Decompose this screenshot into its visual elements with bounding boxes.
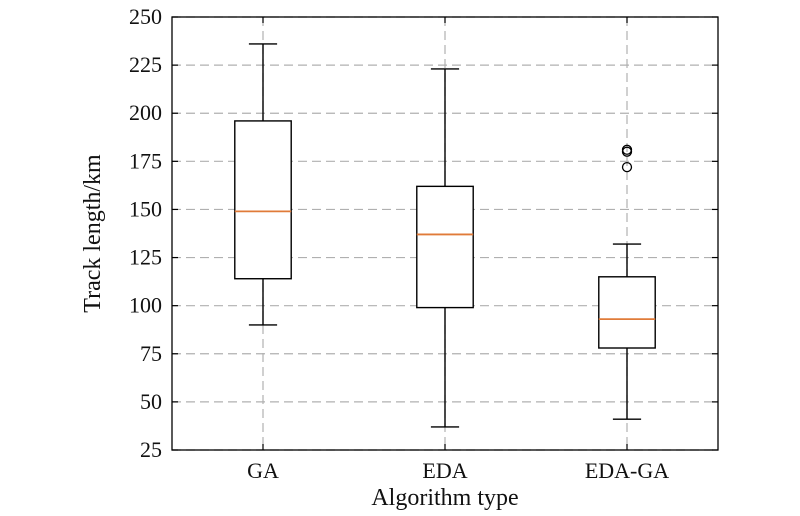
y-tick-label: 75 xyxy=(140,341,162,366)
outlier-point xyxy=(621,161,633,173)
y-tick-label: 225 xyxy=(129,52,162,77)
y-tick-label: 125 xyxy=(129,245,162,270)
y-tick-label: 25 xyxy=(140,437,162,462)
box-iqr xyxy=(598,276,656,349)
x-tick-label: EDA xyxy=(422,458,467,483)
y-tick-label: 150 xyxy=(129,196,162,221)
box-eda-ga xyxy=(598,144,656,420)
box-series xyxy=(234,43,656,428)
box-iqr xyxy=(416,185,474,309)
y-tick-label: 200 xyxy=(129,100,162,125)
y-axis: 25 50 75 100 125 150 175 200 225 250 xyxy=(129,4,718,462)
outlier-point xyxy=(621,144,633,155)
y-axis-title: Track length/km xyxy=(80,154,106,313)
y-tick-label: 50 xyxy=(140,389,162,414)
x-axis-title: Algorithm type xyxy=(371,485,518,511)
y-tick-label: 175 xyxy=(129,148,162,173)
x-tick-label: EDA-GA xyxy=(585,458,669,483)
box-iqr xyxy=(234,120,292,280)
x-axis: GA EDA EDA-GA xyxy=(247,17,669,483)
box-eda xyxy=(416,68,474,428)
y-tick-label: 250 xyxy=(129,4,162,29)
x-tick-label: GA xyxy=(247,458,279,483)
y-tick-label: 100 xyxy=(129,293,162,318)
box-ga xyxy=(234,43,292,326)
